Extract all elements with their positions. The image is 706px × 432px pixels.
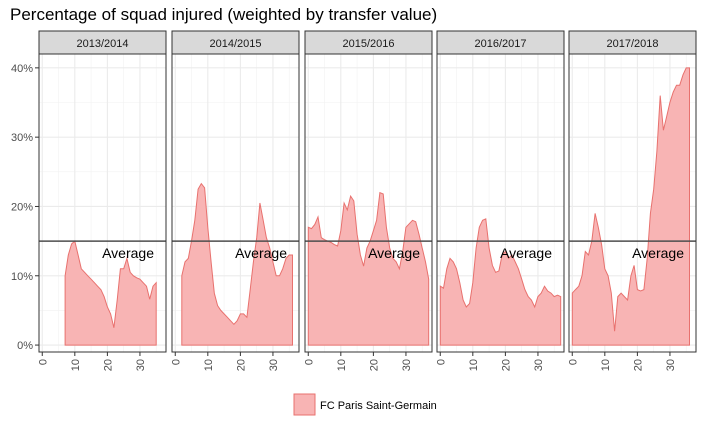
- x-tick-label: 0: [567, 359, 579, 365]
- x-tick-label: 0: [303, 359, 315, 365]
- legend: FC Paris Saint-Germain: [293, 393, 437, 416]
- facet-strip-label: 2017/2018: [607, 38, 659, 50]
- x-tick-label: 30: [268, 359, 280, 371]
- x-tick-label: 30: [135, 359, 147, 371]
- x-tick-label: 20: [500, 359, 512, 371]
- panel-border: [568, 53, 697, 353]
- x-tick-label: 20: [235, 359, 247, 371]
- x-tick-label: 10: [336, 359, 348, 371]
- area-series: [571, 67, 690, 346]
- x-tick-label: 30: [401, 359, 413, 371]
- y-tick-label: 30%: [11, 132, 33, 144]
- x-tick-label: 0: [435, 359, 447, 365]
- facet-strip-label: 2013/2014: [77, 38, 129, 50]
- average-label: Average: [102, 245, 154, 261]
- average-label: Average: [235, 245, 287, 261]
- x-tick-label: 20: [632, 359, 644, 371]
- y-tick-label: 0%: [17, 340, 33, 352]
- panel-border: [436, 53, 565, 353]
- chart-title: Percentage of squad injured (weighted by…: [10, 5, 437, 24]
- panel-border: [38, 53, 167, 353]
- x-tick-label: 30: [533, 359, 545, 371]
- legend-key-swatch: [293, 393, 316, 416]
- y-axis: 0% 10% 20% 30% 40%: [11, 63, 39, 352]
- x-tick-label: 10: [203, 359, 215, 371]
- x-tick-label: 10: [70, 359, 82, 371]
- facet-panel: 2017/2018 Average 0 10 20 30: [567, 30, 697, 371]
- facet-panel: 2013/2014 Average 0 10 20 30: [37, 30, 167, 371]
- x-tick-label: 10: [600, 359, 612, 371]
- x-tick-label: 0: [170, 359, 182, 365]
- facet-panel: 2016/2017 Average 0 10 20 30: [435, 30, 565, 371]
- panel-border: [304, 53, 433, 353]
- legend-label: FC Paris Saint-Germain: [320, 400, 437, 412]
- facet-panel: 2015/2016 Average 0 10 20 30: [303, 30, 433, 371]
- facet-panel: 2014/2015 Average 0 10 20 30: [170, 30, 300, 371]
- x-tick-label: 10: [468, 359, 480, 371]
- y-tick-label: 10%: [11, 271, 33, 283]
- area-series: [439, 218, 562, 346]
- area-series: [64, 240, 157, 346]
- x-tick-label: 0: [37, 359, 49, 365]
- area-series: [181, 182, 293, 346]
- y-tick-label: 20%: [11, 201, 33, 213]
- facet-strip-label: 2014/2015: [210, 38, 262, 50]
- average-label: Average: [632, 245, 684, 261]
- x-tick-label: 20: [368, 359, 380, 371]
- x-tick-label: 20: [102, 359, 114, 371]
- facet-strip-label: 2016/2017: [475, 38, 527, 50]
- facet-strip-label: 2015/2016: [343, 38, 395, 50]
- average-label: Average: [500, 245, 552, 261]
- x-tick-label: 30: [665, 359, 677, 371]
- facet-panels: 2013/2014 Average 0 10 20 30 2014/2015 Average 0…: [37, 30, 697, 371]
- panel-border: [171, 53, 300, 353]
- y-tick-label: 40%: [11, 63, 33, 75]
- average-label: Average: [368, 245, 420, 261]
